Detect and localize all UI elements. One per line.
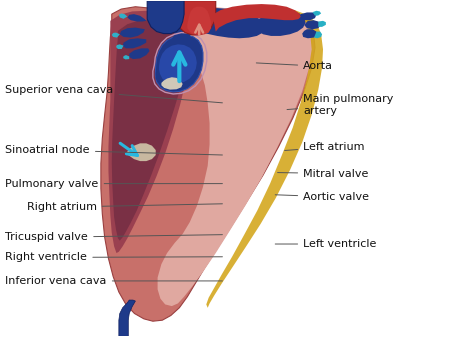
Polygon shape bbox=[161, 77, 182, 90]
Polygon shape bbox=[128, 14, 146, 22]
Polygon shape bbox=[129, 48, 150, 59]
Polygon shape bbox=[123, 38, 146, 48]
Polygon shape bbox=[112, 33, 120, 38]
Text: Inferior vena cava: Inferior vena cava bbox=[5, 276, 222, 286]
Text: Left atrium: Left atrium bbox=[285, 142, 365, 152]
Polygon shape bbox=[301, 12, 317, 20]
Polygon shape bbox=[123, 55, 129, 59]
Polygon shape bbox=[109, 11, 192, 253]
Text: Tricuspid valve: Tricuspid valve bbox=[5, 232, 222, 242]
Polygon shape bbox=[256, 11, 306, 36]
Text: Aorta: Aorta bbox=[256, 61, 333, 71]
Text: Superior vena cava: Superior vena cava bbox=[5, 85, 222, 103]
Polygon shape bbox=[314, 32, 322, 38]
Polygon shape bbox=[116, 44, 124, 49]
Polygon shape bbox=[187, 7, 211, 35]
Polygon shape bbox=[147, 1, 184, 34]
Text: Mitral valve: Mitral valve bbox=[278, 168, 369, 179]
Text: Right atrium: Right atrium bbox=[27, 202, 222, 212]
Text: Aortic valve: Aortic valve bbox=[275, 192, 369, 202]
Polygon shape bbox=[159, 44, 197, 84]
Text: Pulmonary valve: Pulmonary valve bbox=[5, 179, 222, 189]
Polygon shape bbox=[175, 1, 216, 35]
Polygon shape bbox=[313, 11, 321, 16]
Polygon shape bbox=[185, 8, 265, 38]
Text: Sinoatrial node: Sinoatrial node bbox=[5, 145, 222, 155]
Polygon shape bbox=[157, 7, 312, 306]
Polygon shape bbox=[101, 7, 315, 321]
Polygon shape bbox=[318, 21, 326, 27]
Text: Main pulmonary
artery: Main pulmonary artery bbox=[287, 94, 393, 116]
Polygon shape bbox=[212, 4, 301, 32]
Text: Right ventricle: Right ventricle bbox=[5, 252, 222, 263]
Polygon shape bbox=[119, 300, 136, 336]
Polygon shape bbox=[112, 20, 190, 241]
Polygon shape bbox=[304, 20, 321, 29]
Polygon shape bbox=[155, 35, 203, 92]
Text: Left ventricle: Left ventricle bbox=[275, 239, 376, 249]
Polygon shape bbox=[126, 143, 156, 161]
Polygon shape bbox=[119, 13, 128, 19]
Polygon shape bbox=[302, 29, 318, 38]
Polygon shape bbox=[156, 12, 191, 83]
Polygon shape bbox=[120, 28, 145, 38]
Polygon shape bbox=[206, 9, 323, 308]
